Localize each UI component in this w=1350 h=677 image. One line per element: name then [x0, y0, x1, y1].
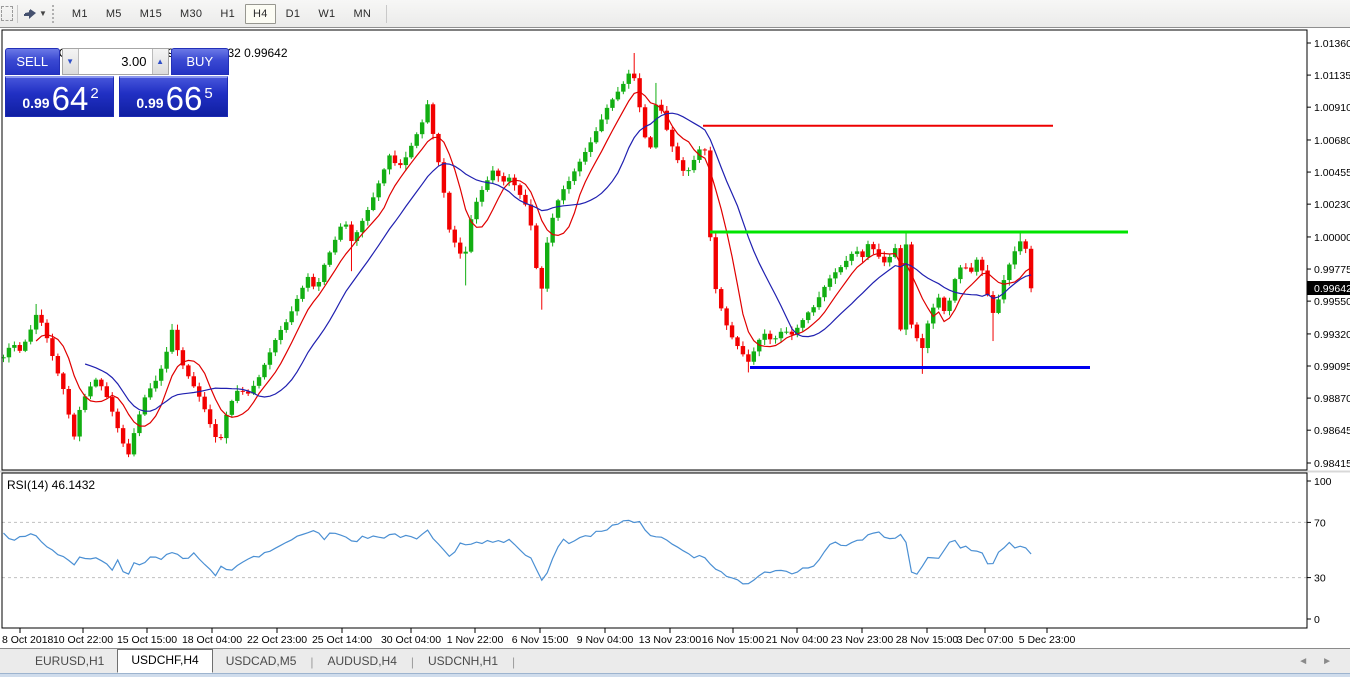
- toolbar-grip[interactable]: [52, 5, 58, 23]
- chart-tab-usdchf-h4[interactable]: USDCHF,H4: [117, 649, 212, 673]
- chart-tab-audusd-h4[interactable]: AUDUSD,H4: [315, 650, 410, 673]
- tabs-scroll-right-icon[interactable]: ►: [1322, 656, 1332, 667]
- moving-averages-layer: [36, 92, 1031, 426]
- timeframe-button-d1[interactable]: D1: [278, 4, 309, 24]
- svg-text:0.99095: 0.99095: [1314, 361, 1350, 373]
- volume-decrease-button[interactable]: ▼: [63, 49, 79, 74]
- rsi-indicator-label: RSI(14) 46.1432: [7, 478, 95, 492]
- window-bottom-edge: [0, 673, 1350, 677]
- one-click-trading-panel: SELL ▼ ▲ BUY 0.99 64 2 0.99 66 5: [5, 48, 229, 117]
- toolbar-separator: [17, 5, 18, 23]
- tab-divider: |: [512, 655, 515, 669]
- tabs-scroll-left-icon[interactable]: ◄: [1298, 656, 1308, 667]
- svg-text:0.99320: 0.99320: [1314, 329, 1350, 341]
- svg-text:25 Oct 14:00: 25 Oct 14:00: [312, 634, 372, 646]
- chart-tab-usdcad-m5[interactable]: USDCAD,M5: [213, 650, 310, 673]
- svg-text:10 Oct 22:00: 10 Oct 22:00: [53, 634, 113, 646]
- svg-text:1.00455: 1.00455: [1314, 167, 1350, 179]
- chart-tab-eurusd-h1[interactable]: EURUSD,H1: [22, 650, 117, 673]
- buy-price-pip: 5: [204, 85, 212, 102]
- rsi-level-lines: [2, 522, 1307, 577]
- svg-text:18 Oct 04:00: 18 Oct 04:00: [182, 634, 242, 646]
- svg-text:0.99775: 0.99775: [1314, 264, 1350, 276]
- svg-text:70: 70: [1314, 517, 1326, 529]
- ohlc-close: 0.99642: [244, 46, 287, 60]
- buy-button[interactable]: BUY: [171, 48, 229, 75]
- rsi-line-layer: [4, 520, 1032, 584]
- rsi-axis: 100 70 30 0: [1307, 476, 1332, 626]
- svg-text:22 Oct 23:00: 22 Oct 23:00: [247, 634, 307, 646]
- sell-price-pip: 2: [90, 85, 98, 102]
- svg-text:1.01135: 1.01135: [1314, 70, 1350, 82]
- toolbar-separator-right: [386, 5, 387, 23]
- price-axis[interactable]: 1.01360 1.01135 1.00910 1.00680 1.00455 1.002…: [1307, 38, 1350, 470]
- sell-price-prefix: 0.99: [22, 95, 49, 111]
- svg-text:16 Nov 15:00: 16 Nov 15:00: [702, 634, 765, 646]
- timeframe-button-mn[interactable]: MN: [345, 4, 379, 24]
- tab-divider: |: [411, 655, 414, 669]
- volume-increase-button[interactable]: ▲: [152, 49, 168, 74]
- svg-text:1.00910: 1.00910: [1314, 102, 1350, 114]
- svg-text:0: 0: [1314, 614, 1320, 626]
- dropdown-caret-icon[interactable]: ▼: [39, 9, 47, 18]
- svg-text:3 Dec 07:00: 3 Dec 07:00: [957, 634, 1014, 646]
- timeframe-button-h4[interactable]: H4: [245, 4, 276, 24]
- sell-price-button[interactable]: 0.99 64 2: [5, 76, 114, 117]
- partial-toolbar-icon[interactable]: [1, 6, 13, 21]
- timeframe-button-m15[interactable]: M15: [132, 4, 170, 24]
- svg-text:30 Oct 04:00: 30 Oct 04:00: [381, 634, 441, 646]
- svg-text:8 Oct 2018: 8 Oct 2018: [2, 634, 54, 646]
- timeframe-button-m30[interactable]: M30: [172, 4, 210, 24]
- svg-text:23 Nov 23:00: 23 Nov 23:00: [831, 634, 894, 646]
- svg-text:15 Oct 15:00: 15 Oct 15:00: [117, 634, 177, 646]
- svg-text:28 Nov 15:00: 28 Nov 15:00: [896, 634, 959, 646]
- svg-text:13 Nov 23:00: 13 Nov 23:00: [639, 634, 702, 646]
- svg-text:0.98415: 0.98415: [1314, 458, 1350, 470]
- timeframe-button-m1[interactable]: M1: [64, 4, 96, 24]
- plot-frames: [0, 30, 1350, 628]
- svg-text:21 Nov 04:00: 21 Nov 04:00: [766, 634, 829, 646]
- buy-price-button[interactable]: 0.99 66 5: [119, 76, 228, 117]
- svg-text:6 Nov 15:00: 6 Nov 15:00: [512, 634, 569, 646]
- svg-text:1.00230: 1.00230: [1314, 199, 1350, 211]
- timeframe-button-h1[interactable]: H1: [212, 4, 243, 24]
- timeframe-button-w1[interactable]: W1: [310, 4, 343, 24]
- svg-text:0.98870: 0.98870: [1314, 393, 1350, 405]
- svg-text:0.99550: 0.99550: [1314, 296, 1350, 308]
- volume-spinner: ▼ ▲: [62, 48, 169, 75]
- sell-price-big: 64: [52, 82, 89, 115]
- chart-tab-usdcnh-h1[interactable]: USDCNH,H1: [415, 650, 511, 673]
- tab-divider: |: [310, 655, 313, 669]
- svg-text:1.00000: 1.00000: [1314, 232, 1350, 244]
- chart-canvas[interactable]: 1.01360 1.01135 1.00910 1.00680 1.00455 1.002…: [0, 28, 1350, 648]
- svg-text:1.00680: 1.00680: [1314, 135, 1350, 147]
- chart-window[interactable]: 1.01360 1.01135 1.00910 1.00680 1.00455 1.002…: [0, 28, 1350, 648]
- current-price-tag: 0.99642: [1314, 283, 1350, 295]
- buy-price-big: 66: [166, 82, 203, 115]
- svg-text:5 Dec 23:00: 5 Dec 23:00: [1019, 634, 1076, 646]
- timeframe-button-m5[interactable]: M5: [98, 4, 130, 24]
- timeframes-icon[interactable]: [22, 7, 38, 21]
- sell-button[interactable]: SELL: [5, 48, 60, 75]
- svg-text:0.98645: 0.98645: [1314, 425, 1350, 437]
- buy-price-prefix: 0.99: [136, 95, 163, 111]
- svg-text:30: 30: [1314, 573, 1326, 585]
- svg-text:1 Nov 22:00: 1 Nov 22:00: [447, 634, 504, 646]
- volume-input[interactable]: [79, 50, 152, 73]
- svg-text:100: 100: [1314, 476, 1332, 488]
- svg-text:9 Nov 04:00: 9 Nov 04:00: [577, 634, 634, 646]
- svg-text:1.01360: 1.01360: [1314, 38, 1350, 50]
